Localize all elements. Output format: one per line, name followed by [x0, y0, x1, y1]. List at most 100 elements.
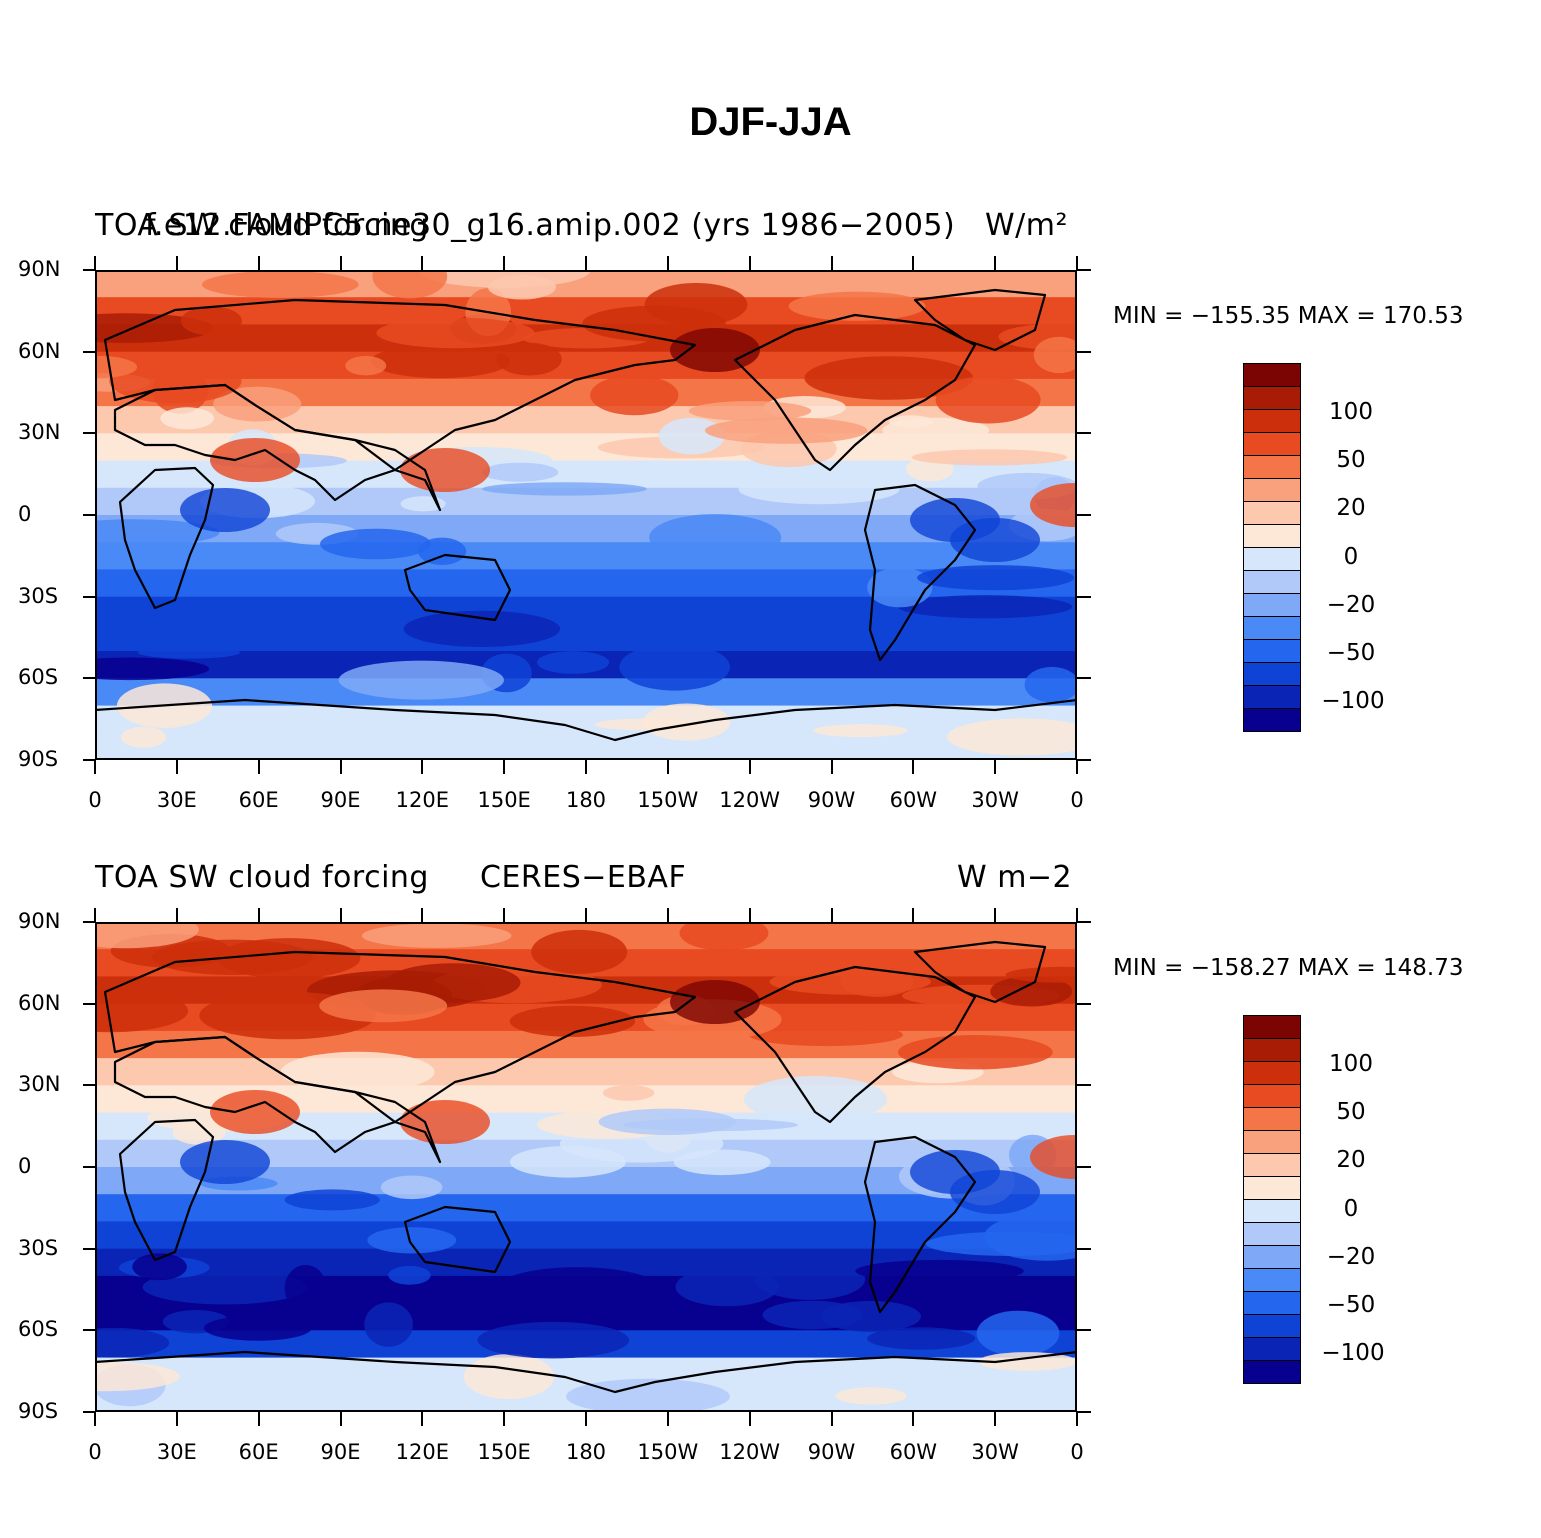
lat-tick [83, 350, 95, 353]
contour-field [95, 922, 1077, 1412]
lon-tick [585, 256, 587, 270]
lat-tick [83, 1166, 95, 1168]
lon-tick [421, 256, 424, 270]
contour-patch [679, 922, 769, 951]
contour-patch [95, 1361, 180, 1392]
coastline [913, 940, 1047, 1004]
panel-units: W m−2 [957, 860, 1073, 895]
lon-tick [748, 760, 751, 774]
colorbar-label: 100 [1329, 1051, 1373, 1077]
contour-patch [882, 417, 990, 443]
lon-tick [257, 1412, 260, 1426]
contour-patch [990, 976, 1073, 1007]
lon-tick [503, 760, 506, 774]
coastline [95, 1350, 1077, 1394]
lon-tick [257, 908, 260, 922]
coastline [733, 313, 977, 472]
lon-tick-label: 150W [637, 1440, 699, 1464]
lon-tick [339, 760, 342, 774]
contour-patch [925, 1231, 1077, 1256]
colorbar-label: −50 [1326, 640, 1376, 666]
lat-tick-label: 90S [18, 747, 59, 771]
lon-tick [994, 256, 997, 270]
contour-patch [898, 595, 1073, 619]
lon-tick [175, 760, 178, 774]
colorbar [1243, 1015, 1301, 1384]
colorbar-swatch [1243, 1015, 1301, 1039]
colorbar-label: 50 [1336, 1099, 1366, 1126]
contour-patch [95, 657, 210, 681]
lat-tick [83, 514, 95, 516]
lon-tick [503, 1412, 506, 1426]
contour-patch [120, 726, 167, 748]
lon-tick-label: 120W [719, 1440, 781, 1464]
contour-patch [376, 317, 535, 349]
contour-patch [284, 1189, 380, 1211]
contour-patch [95, 519, 220, 546]
lon-tick [830, 1412, 833, 1426]
contour-patch [748, 1023, 903, 1047]
map-frame [95, 922, 1077, 1412]
contour-patch [531, 929, 628, 974]
lon-tick-label: 90W [807, 1440, 856, 1464]
lon-tick [257, 760, 260, 774]
lon-tick [94, 1412, 96, 1426]
lon-tick [421, 908, 424, 922]
latitude-band [95, 1194, 1077, 1223]
colorbar-swatch [1243, 1314, 1301, 1338]
lon-tick [585, 1412, 587, 1426]
lat-tick [83, 595, 95, 598]
colorbar-swatch [1243, 409, 1301, 433]
coastline [863, 483, 977, 662]
colorbar-swatch [1243, 1061, 1301, 1085]
colorbar-swatch [1243, 1337, 1301, 1361]
latitude-band [95, 732, 1077, 760]
lon-tick-label: 60E [238, 788, 279, 812]
colorbar [1243, 363, 1301, 732]
contour-patch [950, 518, 1040, 562]
colorbar-label: 20 [1336, 1147, 1366, 1174]
contour-patch [132, 1253, 187, 1281]
lon-tick [666, 908, 669, 922]
lat-tick-label: 90N [18, 257, 61, 281]
colorbar-swatch [1243, 1268, 1301, 1292]
contour-patch [210, 1090, 300, 1134]
contour-patch [950, 1170, 1040, 1214]
lon-tick-label: 120E [395, 788, 449, 812]
contour-patch [364, 1302, 413, 1347]
colorbar-swatch [1243, 455, 1301, 479]
lat-tick [1077, 350, 1091, 353]
contour-patch [284, 1265, 327, 1311]
lon-tick [830, 760, 833, 774]
contour-patch [673, 1149, 771, 1176]
colorbar-swatch [1243, 1360, 1301, 1384]
contour-patch [482, 462, 559, 482]
contour-patch [319, 989, 448, 1023]
contour-patch [400, 448, 490, 492]
colorbar-label: 0 [1343, 1195, 1359, 1222]
lon-tick-label: 150W [637, 788, 699, 812]
contour-patch [370, 344, 510, 379]
lat-tick [1077, 1411, 1091, 1413]
contour-patch [649, 514, 782, 561]
contour-patch [658, 417, 725, 455]
contour-patch [978, 1352, 1077, 1371]
contour-patch [619, 643, 730, 691]
colorbar-swatch [1243, 1291, 1301, 1315]
lat-tick [1077, 595, 1091, 598]
contour-patch [867, 1327, 976, 1350]
lon-tick [666, 256, 669, 270]
lat-tick [1077, 1166, 1091, 1168]
panel-left-title: TOA SW cloud forcing [95, 208, 429, 243]
lon-tick [830, 908, 833, 922]
contour-map [95, 270, 1077, 760]
colorbar-swatch [1243, 1153, 1301, 1177]
colorbar-swatch [1243, 593, 1301, 617]
panel-center-title: CERES−EBAF [480, 860, 687, 895]
lon-tick [912, 256, 915, 270]
contour-patch [482, 482, 647, 496]
contour-patch [917, 565, 1075, 591]
contour-patch [855, 1259, 1024, 1283]
contour-patch [788, 291, 926, 321]
contour-patch [95, 922, 199, 949]
